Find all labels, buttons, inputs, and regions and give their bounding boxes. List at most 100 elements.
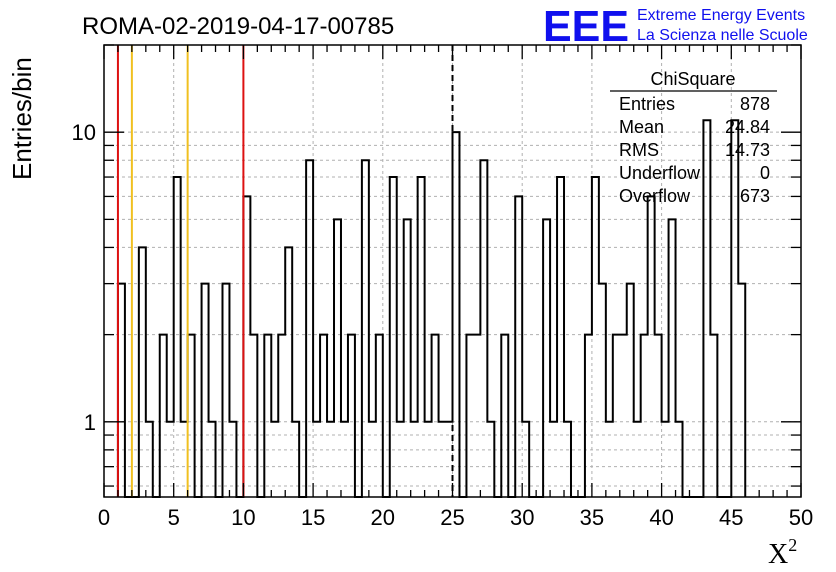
x-tick-label: 0	[98, 505, 110, 530]
histogram-bin	[188, 335, 195, 497]
histogram-bin	[606, 422, 613, 497]
histogram-bin	[522, 422, 529, 497]
eee-logo: EEE	[543, 2, 629, 51]
histogram-bin	[362, 160, 369, 497]
histogram-bin	[446, 422, 453, 497]
histogram-bin	[160, 335, 167, 497]
histogram-bin	[543, 219, 550, 497]
stats-label: Mean	[619, 117, 664, 137]
histogram-bin	[487, 422, 494, 497]
histogram-bin	[376, 335, 383, 497]
histogram-bin	[243, 196, 250, 497]
x-tick-label: 45	[719, 505, 743, 530]
histogram-bin	[627, 284, 634, 497]
histogram-bin	[397, 422, 404, 497]
histogram-bin	[515, 196, 522, 497]
histogram-bin	[641, 335, 648, 497]
histogram-bin	[174, 177, 181, 497]
y-tick-label: 1	[84, 410, 96, 435]
histogram-bin	[599, 284, 606, 497]
histogram-bin	[271, 422, 278, 497]
stats-label: Underflow	[619, 163, 701, 183]
x-axis-title-superscript: 2	[788, 535, 797, 555]
histogram-bin	[334, 219, 341, 497]
y-tick-label: 10	[72, 120, 96, 145]
histogram-bin	[550, 422, 557, 497]
y-axis-title: Entries/bin	[7, 57, 37, 180]
histogram-bin	[634, 422, 641, 497]
histogram-bin	[648, 196, 655, 497]
histogram-bin	[501, 335, 508, 497]
histogram-bin	[313, 422, 320, 497]
stats-box: ChiSquare Entries 878 Mean 24.84 RMS 14.…	[610, 69, 777, 206]
histogram-bin	[118, 284, 125, 497]
histogram-bin	[480, 160, 487, 497]
stats-label: RMS	[619, 140, 659, 160]
histogram-bin	[369, 422, 376, 497]
histogram-bin	[710, 335, 717, 497]
histogram-bin	[613, 335, 620, 497]
histogram-bin	[327, 422, 334, 497]
histogram-bin	[620, 335, 627, 497]
histogram-bin	[202, 284, 209, 497]
stats-value: 878	[740, 94, 770, 114]
histogram-bin	[425, 422, 432, 497]
histogram-bin	[473, 335, 480, 497]
histogram-bin	[662, 422, 669, 497]
x-axis-title: X2	[768, 535, 797, 570]
histogram-bin	[181, 422, 188, 497]
histogram-bin	[404, 219, 411, 497]
histogram-bin	[466, 335, 473, 497]
x-tick-label: 5	[168, 505, 180, 530]
x-tick-label: 25	[440, 505, 464, 530]
axis-ticks	[103, 44, 802, 497]
histogram-bin	[146, 422, 153, 497]
histogram-bin	[703, 120, 710, 497]
stats-title: ChiSquare	[650, 69, 735, 89]
x-tick-label: 30	[510, 505, 534, 530]
x-tick-label: 20	[371, 505, 395, 530]
x-tick-label: 10	[231, 505, 255, 530]
histogram-bin	[592, 177, 599, 497]
stats-label: Entries	[619, 94, 675, 114]
histogram-bin	[285, 247, 292, 497]
vertical-markers	[116, 45, 454, 497]
histogram-bin	[676, 422, 683, 497]
histogram-bin	[341, 422, 348, 497]
histogram-bin	[655, 335, 662, 497]
histogram-bin	[432, 335, 439, 497]
histogram-bin	[264, 335, 271, 497]
histogram-bin	[209, 422, 216, 497]
stats-value: 14.73	[725, 140, 770, 160]
histogram-bin	[564, 422, 571, 497]
histogram-bin	[738, 284, 745, 497]
x-axis-title-base: X	[768, 539, 788, 570]
x-tick-label: 15	[301, 505, 325, 530]
tick-labels: 0 5 10 15 20 25 30 35 40 45 50 1 10	[72, 120, 814, 530]
histogram-bin	[557, 177, 564, 497]
stats-label: Overflow	[619, 186, 691, 206]
brand-line-2: La Scienza nelle Scuole	[637, 27, 808, 44]
brand-line-1: Extreme Energy Events	[637, 7, 805, 24]
run-title: ROMA-02-2019-04-17-00785	[82, 13, 394, 40]
histogram-bin	[167, 422, 174, 497]
histogram-bin	[348, 335, 355, 497]
histogram-bin	[418, 177, 425, 497]
histogram-bin	[390, 177, 397, 497]
histogram-bin	[669, 219, 676, 497]
histogram-bin	[731, 120, 738, 497]
histogram-bin	[250, 335, 257, 497]
stats-value: 0	[760, 163, 770, 183]
histogram-bin	[453, 132, 460, 497]
x-tick-label: 50	[789, 505, 813, 530]
histogram-bin	[229, 422, 236, 497]
histogram-bin	[439, 422, 446, 497]
x-tick-label: 40	[649, 505, 673, 530]
histogram-bin	[320, 335, 327, 497]
histogram-bin	[585, 335, 592, 497]
stats-value: 24.84	[725, 117, 770, 137]
histogram-bin	[278, 335, 285, 497]
histogram-bin	[306, 160, 313, 497]
histogram-bin	[139, 247, 146, 497]
